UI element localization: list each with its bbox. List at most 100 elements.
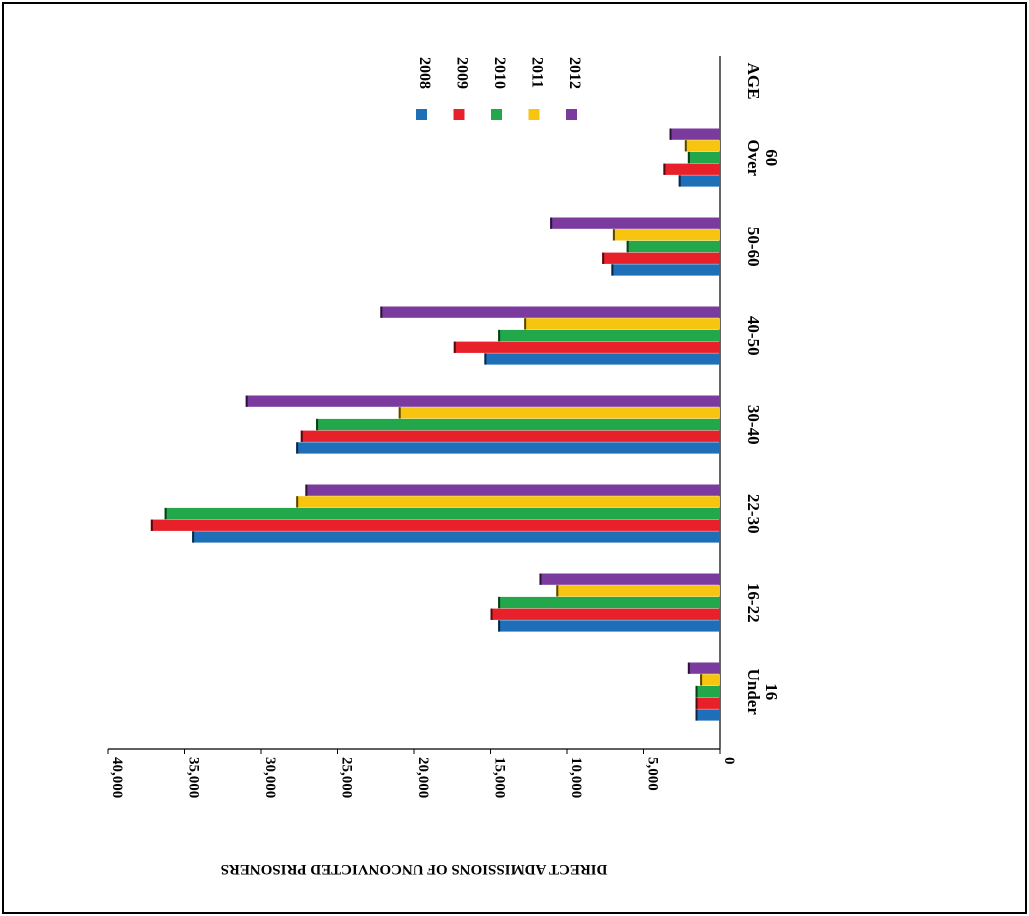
bar-2010-30-40: [316, 418, 720, 431]
bar-2012-over-60: [669, 128, 720, 140]
bar-edge: [296, 496, 299, 508]
legend-label-2011: 2011: [529, 57, 546, 88]
value-tick-label: 35,000: [186, 757, 202, 798]
bar-2010-50-60: [626, 240, 720, 253]
bar-2008-16-22: [498, 620, 720, 632]
bar-edge: [498, 329, 501, 342]
bar-2008-30-40: [296, 442, 720, 454]
bar-edge: [192, 531, 195, 543]
value-tick-label: 15,000: [492, 757, 508, 798]
bar-edge: [695, 685, 698, 698]
value-tick-label: 40,000: [109, 757, 125, 798]
bar-edge: [245, 395, 248, 407]
value-tick-label: 10,000: [568, 757, 584, 798]
bar-edge: [602, 252, 605, 264]
value-tick-label: 20,000: [415, 757, 431, 798]
category-label: 40-50: [744, 316, 763, 356]
bar-edge: [684, 140, 687, 152]
bar-2009-22-30: [150, 519, 721, 531]
bar-edge: [498, 620, 501, 632]
bar-2011-22-30: [296, 496, 720, 508]
bar-2010-40-50: [498, 329, 720, 342]
bar-edge: [663, 163, 666, 175]
bar-2008-22-30: [192, 531, 720, 543]
admissions-by-age-chart: 0 5,000 10,000 15,000 20,000 25,000 30,000 35,0…: [107, 56, 781, 877]
category-label: Under: [744, 669, 763, 716]
bar-2010-22-30: [164, 507, 721, 520]
legend-label-2009: 2009: [454, 57, 471, 89]
bar-edge: [626, 240, 629, 253]
category-label: 30-40: [744, 405, 763, 445]
value-axis-title: DIRECT ADMISSIONS OF UNCONVICTED PRISONE…: [221, 861, 608, 877]
value-tick-label: 0: [721, 757, 737, 765]
legend-label-2012: 2012: [566, 57, 583, 89]
bar-2011-50-60: [612, 229, 720, 241]
bar-2009-under-16: [695, 697, 720, 709]
bar-edge: [524, 318, 527, 330]
category-axis-title: AGE: [744, 63, 763, 100]
bar-edge: [164, 507, 167, 520]
bar-2012-22-30: [305, 484, 720, 496]
bar-edge: [669, 128, 672, 140]
bar-2012-16-22: [539, 573, 720, 585]
bar-edge: [556, 585, 559, 597]
bar-edge: [550, 217, 553, 229]
bar-2008-under-16: [695, 709, 720, 721]
legend-label-2010: 2010: [491, 57, 508, 89]
bar-2008-40-50: [484, 353, 720, 365]
bar-edge: [695, 697, 698, 709]
bar-edge: [305, 484, 308, 496]
legend-swatch-2010: [491, 109, 502, 120]
value-tick-label: 30,000: [262, 757, 278, 798]
bar-edge: [539, 573, 542, 585]
category-label: 60: [762, 149, 781, 166]
bar-edge: [498, 596, 501, 609]
legend-swatch-2009: [453, 109, 465, 120]
bar-edge: [490, 608, 493, 620]
legend-swatch-2008: [416, 109, 427, 120]
bar-2008-50-60: [611, 264, 720, 276]
bar-edge: [453, 341, 456, 353]
value-tick-label: 5,000: [645, 757, 661, 791]
bar-2011-under-16: [700, 674, 720, 686]
bar-2012-under-16: [687, 662, 720, 674]
bar-edge: [700, 674, 703, 686]
bar-edge: [678, 175, 681, 187]
bar-2009-30-40: [300, 430, 720, 442]
category-label: 50-60: [744, 227, 763, 267]
legend-swatch-2012: [566, 109, 577, 120]
bar-edge: [296, 442, 299, 454]
bar-2012-40-50: [380, 306, 720, 318]
bar-2010-under-16: [695, 685, 720, 698]
bar-edge: [380, 306, 383, 318]
bar-2009-40-50: [453, 341, 720, 353]
category-label: 16-22: [744, 583, 763, 623]
bar-edge: [612, 229, 615, 241]
category-label: 22-30: [744, 494, 763, 534]
bar-2009-16-22: [490, 608, 720, 620]
bar-2008-over-60: [678, 175, 720, 187]
bar-2012-50-60: [550, 217, 720, 229]
bar-2012-30-40: [245, 395, 720, 407]
bar-2009-50-60: [602, 252, 720, 264]
bar-2010-16-22: [498, 596, 720, 609]
bar-2010-over-60: [687, 151, 720, 164]
category-label: 16: [762, 683, 781, 700]
bar-2011-30-40: [398, 407, 720, 419]
legend-swatch-2011: [528, 109, 540, 120]
value-tick-label: 25,000: [339, 757, 355, 798]
bar-edge: [611, 264, 614, 276]
bar-edge: [316, 418, 319, 431]
category-label: Over: [744, 139, 763, 176]
bar-2011-over-60: [684, 140, 720, 152]
bar-edge: [398, 407, 401, 419]
bar-edge: [687, 662, 690, 674]
bar-edge: [687, 151, 690, 164]
bar-edge: [300, 430, 303, 442]
legend-label-2008: 2008: [416, 57, 433, 89]
bar-2011-16-22: [556, 585, 720, 597]
bar-2011-40-50: [524, 318, 720, 330]
bar-edge: [150, 519, 153, 531]
bar-edge: [484, 353, 487, 365]
